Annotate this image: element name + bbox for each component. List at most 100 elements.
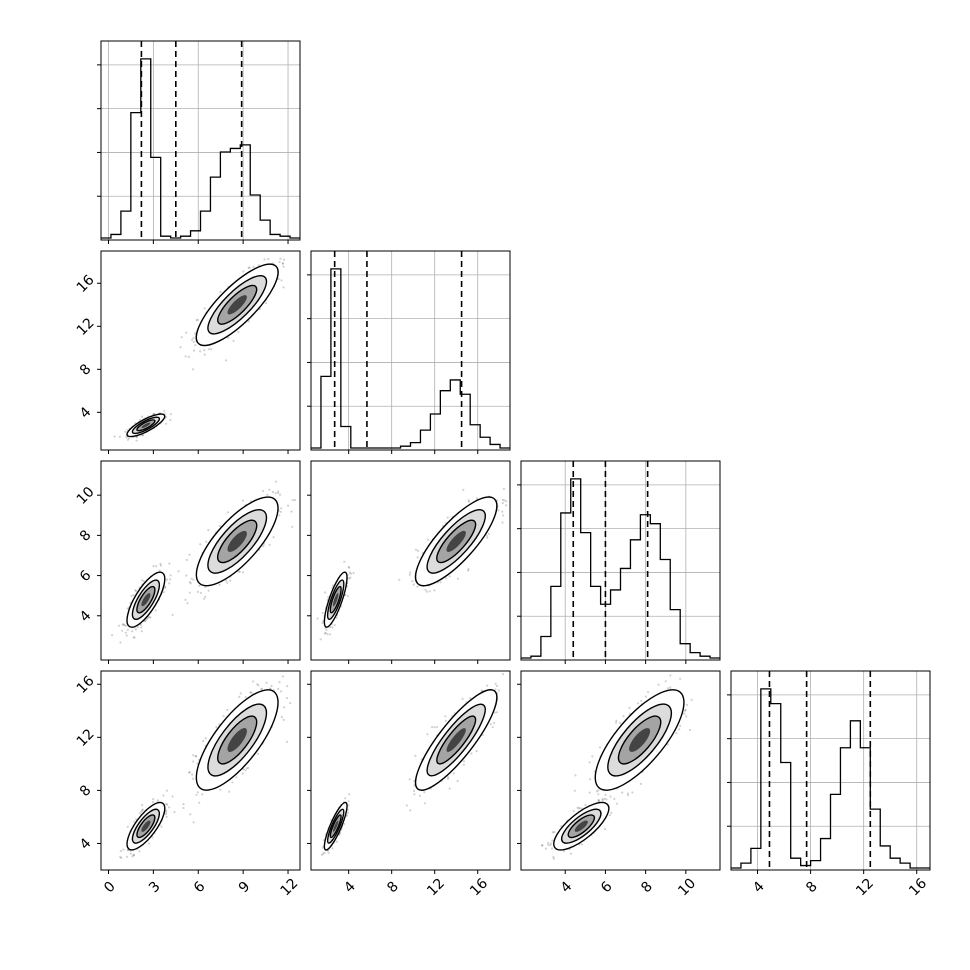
sample-point (119, 641, 122, 644)
sample-point (456, 779, 459, 783)
sample-point (121, 629, 124, 632)
sample-point (298, 246, 300, 248)
sample-point (282, 718, 285, 722)
density-contour-0-3 (333, 593, 339, 607)
sample-point (269, 687, 272, 690)
sample-point (321, 621, 324, 625)
sample-point (278, 514, 281, 517)
sample-point (493, 711, 496, 714)
sample-point (125, 436, 128, 439)
sample-point (188, 591, 191, 594)
sample-point (439, 581, 442, 584)
sample-point (268, 543, 271, 547)
sample-point (603, 827, 607, 831)
sample-point (180, 336, 183, 339)
sample-point (126, 438, 130, 441)
sample-point (257, 264, 260, 267)
sample-point (448, 575, 451, 578)
sample-point (141, 809, 144, 812)
sample-point (264, 302, 268, 305)
scatter-points (111, 480, 296, 644)
sample-point (285, 740, 289, 744)
sample-point (242, 768, 245, 771)
sample-point (169, 578, 172, 581)
sample-point (494, 688, 497, 691)
sample-point (160, 825, 163, 828)
density-contour-1-3 (227, 728, 247, 752)
sample-point (124, 624, 127, 627)
hist-panel-bg (311, 251, 510, 450)
sample-point (252, 680, 255, 683)
sample-point (125, 855, 129, 858)
scatter-points (119, 675, 292, 860)
sample-point (135, 589, 138, 593)
sample-point (426, 538, 429, 541)
hist-panel-1 (307, 250, 511, 454)
sample-point (418, 794, 422, 798)
sample-point (577, 807, 581, 810)
sample-point (335, 616, 338, 619)
sample-point (266, 493, 269, 496)
sample-point (169, 418, 172, 422)
sample-point (168, 562, 171, 565)
sample-point (158, 569, 161, 572)
sample-point (222, 714, 225, 718)
sample-point (324, 631, 327, 635)
sample-point (352, 571, 355, 575)
sample-point (173, 811, 176, 814)
hist-panel-frame (730, 670, 931, 871)
sample-point (576, 806, 579, 809)
sample-point (348, 571, 351, 574)
sample-point (140, 626, 143, 629)
sample-point (227, 336, 230, 339)
sample-point (289, 702, 292, 705)
sample-point (189, 582, 192, 585)
sample-point (485, 534, 488, 537)
sample-point (413, 793, 416, 796)
sample-point (626, 792, 630, 795)
sample-point (408, 778, 411, 781)
sample-point (282, 262, 285, 265)
sample-point (215, 726, 218, 729)
sample-point (598, 799, 601, 802)
sample-point (165, 815, 168, 819)
sample-point (203, 353, 206, 356)
sample-point (147, 842, 151, 845)
sample-point (316, 617, 319, 620)
sample-point (270, 684, 273, 688)
sample-point (191, 338, 194, 341)
sample-point (198, 801, 201, 804)
sample-point (228, 790, 231, 793)
sample-point (280, 279, 283, 282)
histogram-step-line (101, 58, 300, 239)
sample-point (480, 689, 483, 693)
sample-point (277, 687, 280, 691)
sample-point (280, 716, 283, 719)
sample-point (125, 634, 128, 637)
sample-point (126, 628, 129, 631)
sample-point (261, 489, 265, 493)
sample-point (280, 507, 283, 510)
sample-point (126, 849, 129, 852)
sample-point (132, 854, 135, 857)
sample-point (446, 516, 449, 519)
sample-point (547, 841, 550, 844)
scatter-panel-1-0 (97, 246, 301, 454)
sample-point (331, 847, 334, 850)
sample-point (130, 594, 133, 598)
sample-point (229, 579, 232, 582)
sample-point (225, 579, 228, 582)
sample-point (189, 813, 192, 816)
sample-point (325, 628, 328, 632)
sample-point (192, 821, 195, 824)
sample-point (321, 846, 324, 849)
sample-point (569, 852, 573, 855)
sample-point (226, 581, 229, 584)
sample-point (279, 510, 282, 513)
sample-point (131, 855, 134, 858)
sample-point (597, 800, 600, 803)
sample-point (239, 692, 242, 695)
sample-point (347, 565, 350, 568)
sample-point (188, 771, 191, 774)
sample-point (120, 856, 123, 860)
